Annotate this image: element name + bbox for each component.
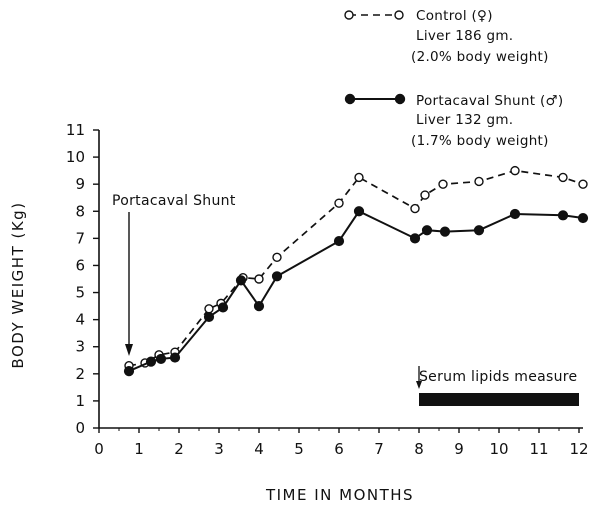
serum-arrow-head <box>416 381 422 389</box>
y-tick-label: 1 <box>75 392 85 410</box>
data-point-shunt <box>155 353 167 365</box>
data-point-shunt <box>145 356 157 367</box>
x-tick-label: 8 <box>414 440 424 458</box>
data-point-shunt <box>169 352 181 363</box>
data-point-control <box>474 176 484 187</box>
data-point-control <box>410 203 420 214</box>
serum-measurement-bar <box>419 393 579 406</box>
data-point-shunt <box>439 226 451 237</box>
legend-detail-shunt-1: Liver 132 gm. <box>416 112 513 128</box>
x-tick-label: 0 <box>94 440 104 458</box>
legend-detail-shunt-2: (1.7% body weight) <box>411 133 549 149</box>
series-layer <box>123 165 589 377</box>
shunt-annotation-label: Portacaval Shunt <box>112 193 236 209</box>
data-point-shunt <box>271 271 283 282</box>
data-point-shunt <box>473 225 485 236</box>
data-point-control <box>558 172 568 183</box>
y-tick-label: 0 <box>75 419 85 437</box>
y-tick-label: 9 <box>75 175 85 193</box>
y-tick-label: 3 <box>75 338 85 356</box>
data-point-control <box>254 274 264 284</box>
y-tick-label: 7 <box>75 229 85 247</box>
data-point-shunt <box>253 300 265 312</box>
y-tick-label: 10 <box>66 148 85 166</box>
legend-label-control: Control (♀) <box>416 8 493 24</box>
data-point-shunt <box>203 311 215 323</box>
data-point-control <box>578 179 588 189</box>
legend-marker-shunt <box>394 93 406 105</box>
y-tick-label: 4 <box>75 311 85 329</box>
x-tick-label: 11 <box>529 440 548 458</box>
y-tick-label: 2 <box>75 365 85 383</box>
legend-marker-control <box>344 10 354 20</box>
legend-detail-control-2: (2.0% body weight) <box>411 49 549 65</box>
data-point-shunt <box>333 235 345 247</box>
annotations: Portacaval Shunt Serum lipids measure <box>112 193 579 406</box>
x-tick-label: 7 <box>374 440 384 458</box>
data-point-control <box>354 172 364 183</box>
y-tick-label: 11 <box>66 121 85 139</box>
x-tick-label: 4 <box>254 440 264 458</box>
data-point-control <box>272 252 282 263</box>
data-point-control <box>438 179 448 189</box>
x-tick-label: 3 <box>214 440 224 458</box>
x-tick-label: 6 <box>334 440 344 458</box>
data-point-control <box>204 304 214 314</box>
x-tick-label: 9 <box>454 440 464 458</box>
data-point-shunt <box>217 302 229 313</box>
x-tick-label: 12 <box>569 440 588 458</box>
serum-annotation-label: Serum lipids measure <box>419 369 577 385</box>
legend-label-shunt: Portacaval Shunt (♂) <box>416 93 564 109</box>
data-point-control <box>420 190 430 200</box>
y-tick-label: 8 <box>75 202 85 220</box>
legend-marker-shunt <box>344 93 356 105</box>
legend-detail-control-1: Liver 186 gm. <box>416 28 513 44</box>
data-point-shunt <box>509 208 521 220</box>
data-point-shunt <box>123 366 135 377</box>
y-tick-label: 6 <box>75 256 85 274</box>
legend: Control (♀) Liver 186 gm. (2.0% body wei… <box>344 8 564 149</box>
legend-marker-control <box>394 10 404 20</box>
x-axis-title: TIME IN MONTHS <box>265 486 414 504</box>
data-point-shunt <box>421 225 433 236</box>
data-point-shunt <box>409 233 421 244</box>
data-point-control <box>334 198 344 208</box>
x-tick-label: 2 <box>174 440 184 458</box>
y-tick-label: 5 <box>75 284 85 302</box>
data-point-shunt <box>353 206 365 217</box>
data-point-shunt <box>235 275 247 286</box>
data-point-control <box>510 165 520 176</box>
x-tick-label: 10 <box>489 440 508 458</box>
data-point-shunt <box>577 212 589 224</box>
series-line-shunt <box>128 210 584 373</box>
data-point-shunt <box>557 210 569 221</box>
y-axis-title: BODY WEIGHT (Kg) <box>9 201 27 368</box>
shunt-arrow-head <box>125 344 133 356</box>
x-tick-label: 5 <box>294 440 304 458</box>
x-tick-label: 1 <box>134 440 144 458</box>
